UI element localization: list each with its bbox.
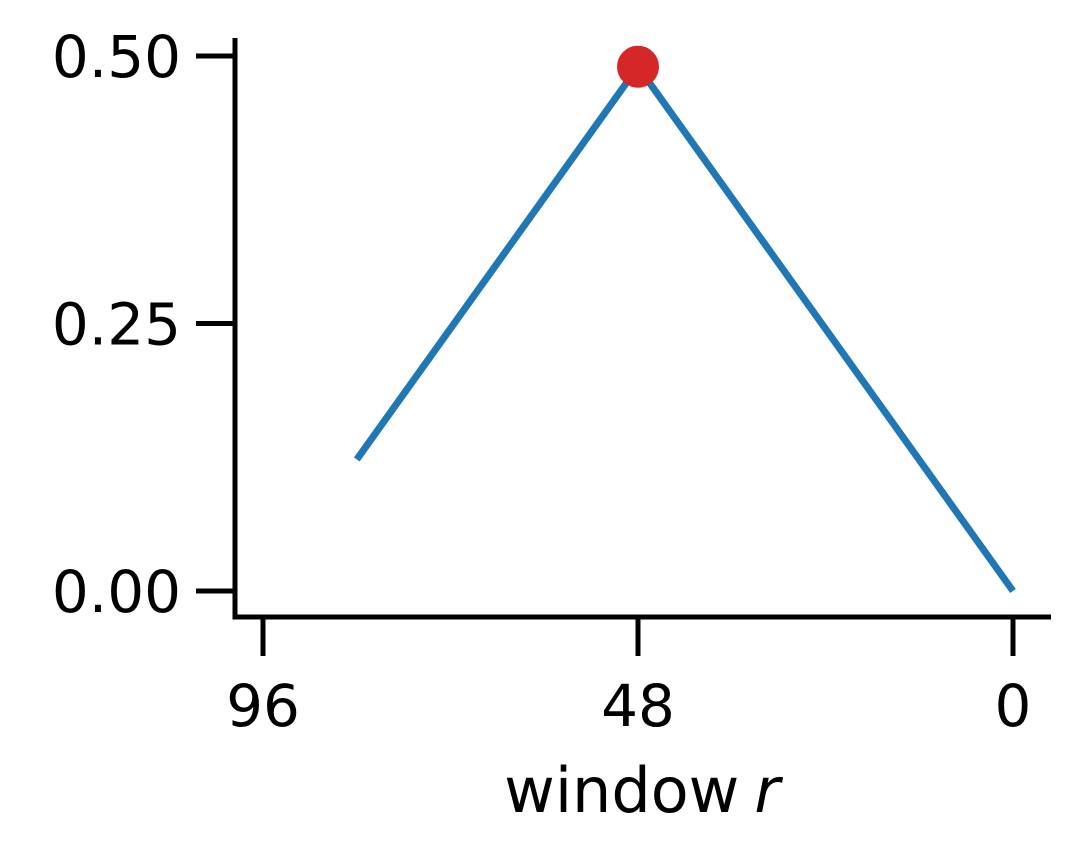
y-tick-label: 0.25: [52, 291, 181, 359]
y-tick-label: 0.50: [52, 23, 181, 91]
y-ticks: 0.00 0.25 0.50: [52, 23, 235, 626]
x-axis-label-text: window: [504, 754, 739, 827]
x-axis-label-variable: r: [754, 754, 783, 827]
x-tick-label: 48: [601, 672, 675, 740]
axes: [232, 38, 1051, 620]
highlight-point: [617, 45, 659, 88]
y-tick-label: 0.00: [52, 558, 181, 626]
series-layer: [353, 45, 1016, 594]
x-ticks: 96 48 0: [226, 617, 1031, 740]
series-line-0: [353, 60, 1016, 594]
x-tick-label: 96: [226, 672, 300, 740]
x-tick-label: 0: [995, 672, 1032, 740]
x-axis-label: window r: [504, 754, 783, 827]
